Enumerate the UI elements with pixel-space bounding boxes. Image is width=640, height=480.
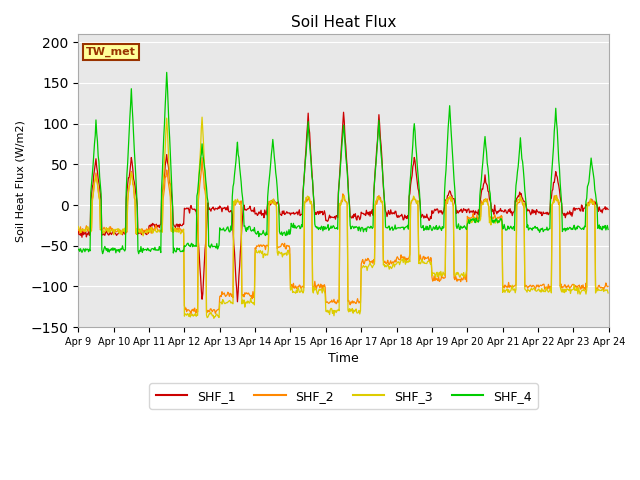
Legend: SHF_1, SHF_2, SHF_3, SHF_4: SHF_1, SHF_2, SHF_3, SHF_4 xyxy=(149,384,538,409)
X-axis label: Time: Time xyxy=(328,352,359,365)
Y-axis label: Soil Heat Flux (W/m2): Soil Heat Flux (W/m2) xyxy=(15,120,25,241)
Title: Soil Heat Flux: Soil Heat Flux xyxy=(291,15,396,30)
Text: TW_met: TW_met xyxy=(86,47,136,57)
